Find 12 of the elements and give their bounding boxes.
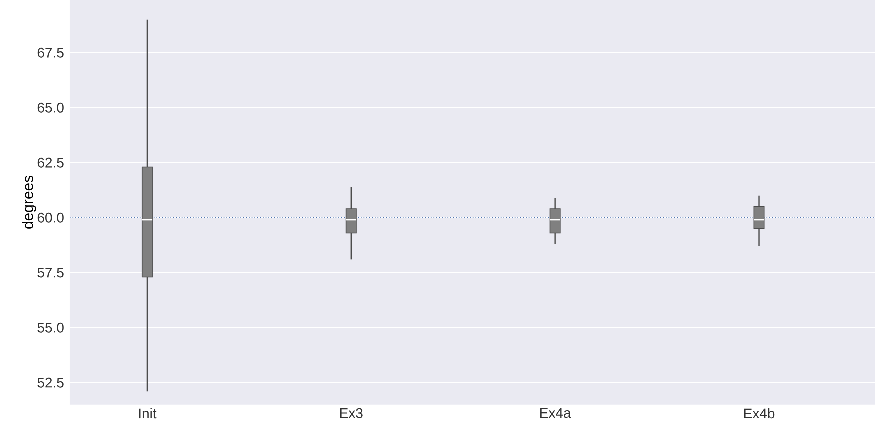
y-tick-label: 65.0	[38, 102, 64, 113]
y-tick-label: 60.0	[38, 212, 64, 223]
y-tick-label: 62.5	[38, 158, 64, 168]
x-tick-label: Ex3	[340, 408, 363, 418]
y-tick-label: 55.0	[38, 322, 64, 333]
y-axis-title: degrees	[22, 176, 36, 230]
x-tick-label: Ex4b	[744, 408, 775, 419]
y-tick-label: 57.5	[38, 268, 64, 278]
x-tick-label: Ex4a	[540, 408, 572, 418]
y-tick-label: 67.5	[38, 48, 64, 58]
x-tick-label: Init	[139, 408, 157, 419]
y-tick-label: 52.5	[38, 378, 64, 388]
